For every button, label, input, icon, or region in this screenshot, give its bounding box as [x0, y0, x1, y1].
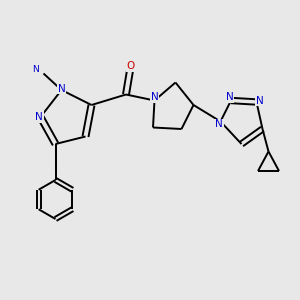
Text: N: N [35, 112, 43, 122]
Text: N: N [32, 65, 38, 74]
Text: N: N [58, 83, 65, 94]
Text: N: N [256, 95, 263, 106]
Text: N: N [215, 119, 223, 130]
Text: N: N [151, 92, 158, 103]
Text: N: N [226, 92, 233, 103]
Text: O: O [126, 61, 135, 71]
